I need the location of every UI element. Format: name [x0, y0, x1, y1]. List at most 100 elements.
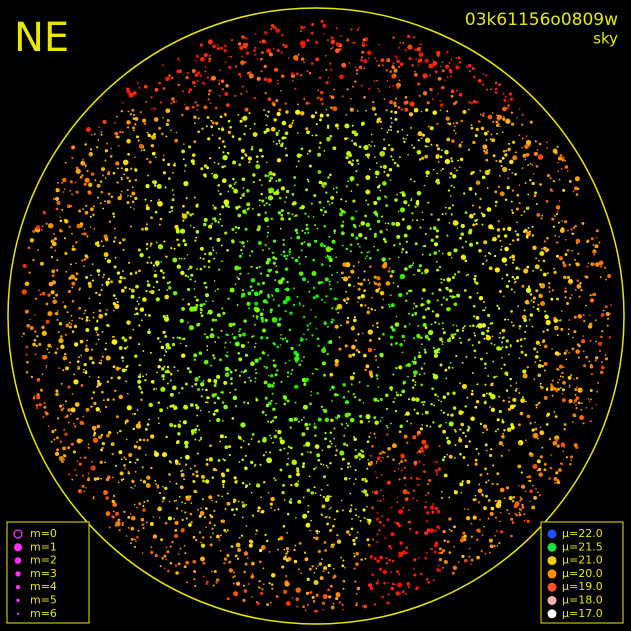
star	[420, 451, 423, 453]
star	[498, 159, 503, 163]
star	[394, 341, 398, 345]
star	[257, 509, 260, 513]
star	[274, 279, 277, 282]
star	[213, 509, 216, 513]
star	[467, 425, 470, 428]
star	[460, 491, 463, 494]
star	[106, 171, 111, 176]
star	[100, 133, 103, 136]
star	[272, 103, 276, 107]
star	[97, 382, 102, 387]
star	[545, 141, 548, 144]
star	[146, 439, 149, 442]
star	[128, 460, 132, 464]
star	[391, 443, 397, 449]
star	[598, 349, 602, 353]
star	[327, 176, 330, 179]
star	[224, 346, 226, 349]
star	[546, 147, 548, 149]
star	[295, 597, 300, 601]
star	[366, 153, 371, 157]
star	[254, 33, 257, 35]
star	[367, 459, 369, 461]
star	[295, 516, 297, 519]
star	[500, 367, 503, 370]
star	[383, 138, 386, 141]
star	[255, 315, 259, 319]
star	[264, 114, 267, 117]
star	[459, 60, 462, 64]
star	[178, 462, 181, 466]
star	[600, 365, 605, 370]
star	[572, 226, 576, 229]
star	[586, 240, 589, 244]
star	[396, 130, 399, 133]
star	[491, 335, 494, 338]
star	[452, 565, 458, 570]
star	[502, 444, 504, 447]
star	[43, 402, 46, 405]
star	[355, 72, 359, 75]
star	[114, 464, 118, 467]
star	[248, 112, 251, 115]
star	[149, 351, 152, 354]
star	[497, 307, 501, 310]
star	[367, 203, 370, 206]
star	[264, 91, 267, 95]
star	[67, 446, 70, 450]
star	[273, 317, 275, 320]
star	[399, 424, 403, 429]
magnitude-label: m=2	[30, 554, 57, 567]
star	[305, 338, 308, 341]
star	[39, 388, 43, 392]
star	[355, 210, 358, 213]
star	[219, 213, 222, 216]
star	[542, 330, 545, 333]
star	[423, 362, 426, 365]
star	[324, 256, 327, 259]
star	[194, 85, 196, 88]
star	[321, 601, 326, 605]
star	[359, 458, 361, 461]
star	[213, 384, 217, 388]
star	[478, 248, 482, 253]
star	[559, 319, 562, 322]
star	[364, 368, 367, 372]
star	[386, 480, 391, 485]
star	[599, 265, 603, 268]
star	[368, 338, 372, 342]
star	[113, 227, 116, 230]
star	[258, 560, 262, 564]
star	[416, 333, 421, 338]
star	[293, 350, 298, 355]
star	[331, 239, 336, 244]
star	[282, 484, 285, 487]
star	[285, 257, 288, 260]
star	[439, 363, 443, 367]
star	[483, 301, 485, 303]
star	[355, 536, 358, 540]
star	[275, 402, 278, 405]
star	[403, 325, 407, 328]
star	[399, 62, 404, 67]
star	[200, 308, 203, 312]
star	[67, 421, 70, 424]
star	[168, 371, 171, 374]
brightness-label: μ=21.5	[562, 540, 603, 553]
star	[604, 353, 607, 356]
star	[436, 50, 441, 56]
star	[79, 339, 84, 344]
star	[538, 259, 540, 262]
star	[420, 303, 424, 307]
star	[548, 282, 551, 285]
star	[286, 550, 289, 553]
star	[296, 295, 299, 298]
star	[96, 243, 100, 248]
star	[168, 473, 171, 476]
star	[496, 228, 501, 232]
star	[126, 176, 129, 180]
star	[422, 288, 426, 292]
star	[505, 284, 510, 289]
star	[90, 207, 94, 212]
star	[453, 302, 458, 307]
